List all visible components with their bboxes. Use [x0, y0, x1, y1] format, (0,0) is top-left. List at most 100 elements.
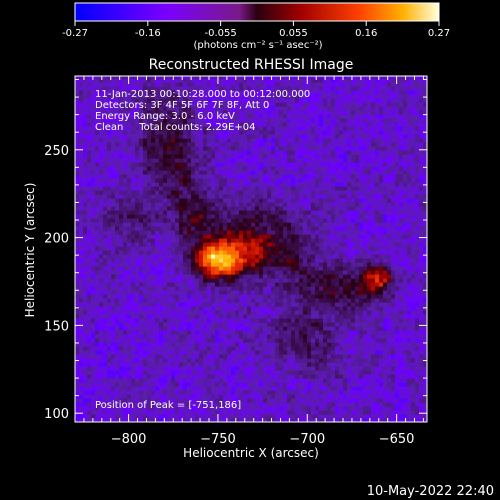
heatmap-cell: [283, 110, 288, 115]
heatmap-cell: [123, 366, 128, 371]
heatmap-cell: [163, 114, 168, 119]
heatmap-cell: [291, 206, 296, 211]
heatmap-cell: [87, 202, 92, 207]
heatmap-cell: [111, 370, 116, 375]
heatmap-cell: [131, 266, 136, 271]
heatmap-cell: [239, 98, 244, 103]
heatmap-cell: [267, 76, 272, 79]
heatmap-cell: [283, 314, 288, 319]
heatmap-cell: [231, 302, 236, 307]
heatmap-cell: [267, 254, 272, 259]
heatmap-cell: [275, 170, 280, 175]
heatmap-cell: [159, 122, 164, 127]
heatmap-cell: [291, 322, 296, 327]
heatmap-cell: [111, 230, 116, 235]
heatmap-cell: [135, 278, 140, 283]
heatmap-cell: [251, 126, 256, 131]
heatmap-cell: [263, 282, 268, 287]
heatmap-cell: [207, 198, 212, 203]
heatmap-cell: [147, 314, 152, 319]
heatmap-cell: [203, 342, 208, 347]
heatmap-cell: [279, 106, 284, 111]
heatmap-cell: [231, 238, 236, 243]
heatmap-cell: [167, 186, 172, 191]
heatmap-cell: [247, 142, 252, 147]
heatmap-cell: [203, 158, 208, 163]
heatmap-cell: [275, 402, 280, 407]
heatmap-cell: [251, 122, 256, 127]
heatmap-cell: [235, 318, 240, 323]
heatmap-cell: [123, 242, 128, 247]
heatmap-cell: [263, 254, 268, 259]
heatmap-cell: [227, 158, 232, 163]
heatmap-cell: [187, 366, 192, 371]
heatmap-cell: [211, 334, 216, 339]
heatmap-cell: [227, 86, 232, 91]
heatmap-cell: [247, 290, 252, 295]
heatmap-cell: [167, 230, 172, 235]
chart-title: Reconstructed RHESSI Image: [149, 57, 354, 73]
heatmap-cell: [227, 150, 232, 155]
heatmap-cell: [255, 378, 260, 383]
heatmap-cell: [127, 302, 132, 307]
heatmap-cell: [215, 270, 220, 275]
heatmap-cell: [75, 134, 80, 139]
heatmap-cell: [83, 294, 88, 299]
heatmap-cell: [187, 410, 192, 415]
heatmap-cell: [295, 226, 300, 231]
heatmap-cell: [119, 82, 124, 87]
heatmap-cell: [203, 130, 208, 135]
heatmap-cell: [167, 318, 172, 323]
heatmap-cell: [259, 170, 264, 175]
heatmap-cell: [243, 246, 248, 251]
heatmap-cell: [139, 330, 144, 335]
heatmap-cell: [271, 298, 276, 303]
heatmap-cell: [143, 76, 148, 79]
heatmap-cell: [219, 302, 224, 307]
heatmap-cell: [91, 94, 96, 99]
heatmap-cell: [107, 218, 112, 223]
heatmap-cell: [119, 122, 124, 127]
heatmap-cell: [167, 238, 172, 243]
heatmap-cell: [275, 410, 280, 415]
heatmap-cell: [135, 366, 140, 371]
heatmap-cell: [243, 418, 248, 422]
heatmap-cell: [115, 398, 120, 403]
heatmap-cell: [135, 150, 140, 155]
heatmap-cell: [179, 262, 184, 267]
heatmap-cell: [103, 162, 108, 167]
heatmap-cell: [119, 314, 124, 319]
heatmap-cell: [115, 334, 120, 339]
heatmap-cell: [227, 146, 232, 151]
heatmap-cell: [275, 242, 280, 247]
heatmap-cell: [279, 298, 284, 303]
heatmap-cell: [275, 394, 280, 399]
heatmap-cell: [207, 110, 212, 115]
heatmap-cell: [299, 358, 304, 363]
heatmap-cell: [183, 398, 188, 403]
heatmap-cell: [211, 194, 216, 199]
heatmap-cell: [135, 210, 140, 215]
heatmap-cell: [127, 230, 132, 235]
heatmap-cell: [191, 182, 196, 187]
heatmap-cell: [283, 86, 288, 91]
heatmap-cell: [175, 302, 180, 307]
heatmap-cell: [271, 174, 276, 179]
heatmap-cell: [103, 350, 108, 355]
heatmap-cell: [223, 138, 228, 143]
heatmap-cell: [175, 82, 180, 87]
heatmap-cell: [167, 382, 172, 387]
heatmap-cell: [95, 210, 100, 215]
heatmap-cell: [115, 410, 120, 415]
heatmap-cell: [79, 162, 84, 167]
heatmap-cell: [223, 106, 228, 111]
heatmap-cell: [203, 238, 208, 243]
heatmap-cell: [207, 222, 212, 227]
heatmap-cell: [299, 166, 304, 171]
heatmap-cell: [271, 234, 276, 239]
heatmap-cell: [199, 290, 204, 295]
heatmap-cell: [191, 158, 196, 163]
heatmap-cell: [211, 110, 216, 115]
heatmap-cell: [75, 418, 80, 422]
heatmap-cell: [131, 174, 136, 179]
